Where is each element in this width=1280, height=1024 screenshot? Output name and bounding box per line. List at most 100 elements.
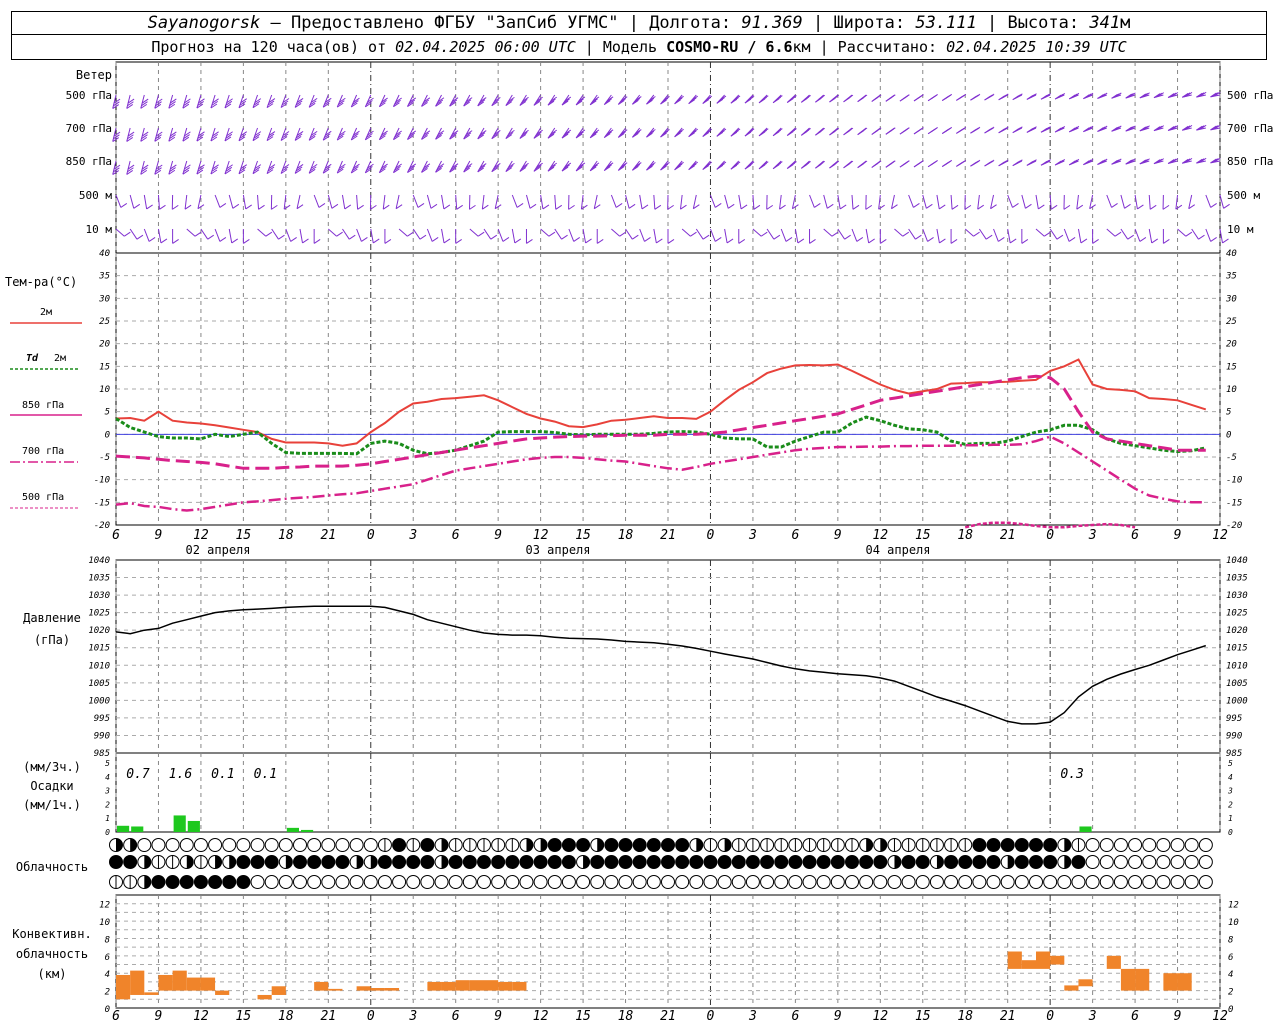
wind-barb-feather: [516, 203, 524, 208]
wind-barb-feather: [519, 134, 527, 139]
wind-barb-feather: [535, 98, 542, 104]
wind-barb-feather: [761, 95, 769, 101]
precip-3h-label: (мм/3ч.): [23, 760, 81, 774]
wind-barb-feather: [1001, 159, 1009, 165]
wind-barb-feather: [159, 204, 166, 210]
wind-barb-feather: [239, 166, 247, 172]
precip-bar: [1079, 826, 1092, 832]
wind-barb-feather: [380, 132, 387, 138]
wind-barb-feather: [779, 204, 786, 210]
wind-barb-feather: [535, 164, 542, 170]
wind-barb-feather: [379, 168, 386, 174]
wind-barb: [695, 228, 704, 240]
legend-td-level: 2м: [54, 353, 66, 364]
wind-barb-feather: [1157, 125, 1165, 131]
wind-barb-feather: [766, 204, 774, 210]
pressure-tick-right: 990: [1226, 731, 1242, 741]
cloud-cover-mark: [1064, 855, 1071, 869]
wind-barb-feather: [1058, 93, 1066, 98]
wind-barb-feather: [591, 98, 598, 104]
x-tick-label-temp: 9: [1174, 528, 1182, 543]
wind-barb-feather: [514, 238, 522, 244]
wind-barb: [519, 94, 527, 106]
x-tick-label-conv: 15: [236, 1009, 252, 1024]
wind-barb-feather: [1171, 92, 1179, 97]
cloud-cover-symbol: [1128, 838, 1143, 852]
cloud-cover-mark: [116, 838, 123, 852]
wind-barb-feather: [1030, 126, 1037, 132]
wind-barb-feather: [615, 203, 623, 208]
wind-barb-feather: [127, 101, 134, 107]
wind-barb-feather: [323, 100, 331, 106]
wind-barb-feather: [379, 135, 386, 141]
wind-barb-feather: [436, 165, 444, 171]
wind-barb: [865, 228, 870, 243]
pressure-tick-left: 995: [94, 714, 110, 724]
wind-barb: [483, 228, 492, 240]
wind-barb-feather: [240, 131, 248, 137]
cloud-cover-symbol: [321, 875, 336, 889]
wind-barb-feather: [578, 129, 586, 135]
cloud-cover-symbol: [420, 875, 435, 889]
cloud-cover-symbol: [1085, 838, 1100, 852]
wind-barb-feather: [578, 96, 586, 102]
wind-barb-feather: [169, 101, 176, 107]
wind-barb: [266, 127, 273, 141]
x-tick-label-conv: 12: [193, 1009, 209, 1024]
wind-barb-feather: [281, 100, 289, 106]
wind-barb-feather: [296, 131, 304, 136]
cloud-cover-symbol: [915, 875, 930, 889]
wind-barb-feather: [370, 204, 377, 210]
cloud-cover-symbol: [547, 855, 562, 869]
wind-barb-feather: [451, 130, 459, 136]
wind-barb-feather: [865, 204, 873, 210]
wind-barb-feather: [818, 127, 825, 133]
wind-level-label-left: 500 гПа: [66, 89, 112, 102]
wind-barb-feather: [1058, 126, 1066, 131]
wind-barb-feather: [1175, 204, 1183, 210]
wind-barb-feather: [1198, 234, 1205, 240]
wind-barb: [356, 194, 359, 210]
wind-barb-feather: [323, 166, 331, 172]
wind-barb-feather: [367, 130, 374, 136]
wind-barb: [210, 94, 216, 109]
wind-barb-feather: [1212, 158, 1219, 163]
wind-barb-feather: [449, 101, 456, 107]
wind-barb-feather: [450, 99, 458, 105]
wind-barb: [978, 228, 987, 240]
wind-barb-feather: [127, 131, 135, 137]
wind-barb-feather: [605, 98, 612, 104]
conv-tick-left: 10: [99, 918, 110, 928]
cloud-cover-symbol: [1170, 875, 1185, 889]
wind-barb-feather: [520, 98, 528, 104]
wind-barb-feather: [959, 126, 967, 132]
cloud-cover-symbol: [1128, 855, 1143, 869]
wind-barb: [140, 160, 145, 175]
wind-barb-feather: [718, 130, 725, 136]
wind-barb-feather: [450, 165, 458, 171]
wind-level-label-right: 500 м: [1227, 189, 1260, 202]
wind-barb-feather: [1127, 93, 1134, 98]
temp-tick-left: -5: [99, 453, 110, 463]
wind-barb: [370, 228, 374, 243]
wind-barb-feather: [490, 234, 498, 240]
conv-bar: [484, 980, 499, 991]
wind-barb-feather: [196, 103, 204, 109]
cloud-cover-symbol: [179, 875, 194, 889]
temp-tick-right: 0: [1226, 430, 1231, 440]
temp-tick-right: 35: [1225, 272, 1237, 282]
cloud-cover-symbol: [576, 838, 591, 852]
wind-barb: [294, 160, 301, 174]
conv-bar: [441, 981, 456, 991]
wind-barb-feather: [184, 131, 191, 137]
wind-barb-feather: [1001, 126, 1009, 132]
wind-barb: [724, 228, 728, 243]
cloud-cover-symbol: [406, 875, 421, 889]
wind-barb-feather: [1044, 159, 1051, 164]
pressure-tick-left: 1030: [88, 591, 110, 601]
cloud-cover-symbol: [1128, 875, 1143, 889]
wind-barb-feather: [740, 204, 748, 210]
x-tick-label-conv: 0: [707, 1009, 715, 1024]
wind-barb-feather: [282, 98, 290, 103]
wind-barb-feather: [258, 204, 265, 210]
